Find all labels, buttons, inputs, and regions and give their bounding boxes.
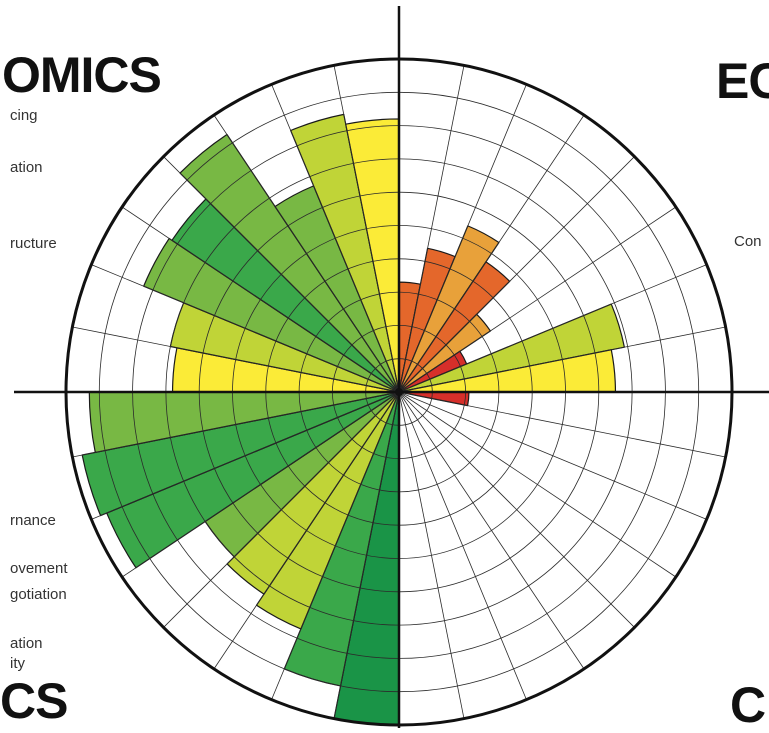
grid-spoke-2 [398,65,465,393]
grid-spoke-16 [398,391,465,719]
left-label-rnance: rnance [10,512,56,529]
left-label-ity: ity [10,655,25,672]
grid-spoke-3 [398,84,527,393]
title-fragment-bottom-left: CS [0,673,68,729]
grid-spoke-32 [333,65,400,393]
grid-spoke-24 [72,391,400,458]
title-fragment-bottom-right: C [730,677,766,733]
right-label-con: Con [734,233,762,250]
grid-spoke-10 [398,391,726,458]
grid-spoke-14 [398,391,585,670]
grid-spoke-18 [333,391,400,719]
grid-spoke-31 [271,84,400,393]
title-fragment-top-left: OMICS [2,47,162,103]
left-label-ation-upper: ation [10,159,43,176]
grid-spoke-15 [398,391,527,700]
left-label-ructure: ructure [10,235,57,252]
grid-spoke-22 [121,391,400,578]
grid-spoke-6 [398,206,677,393]
grid-spoke-30 [213,114,400,393]
grid-spoke-19 [271,391,400,700]
grid-spoke-28 [121,206,400,393]
title-fragment-top-right: EC [716,53,769,109]
grid-spoke-20 [213,391,400,670]
grid-spoke-8 [398,326,726,393]
grid-spoke-13 [398,391,635,628]
grid-spoke-7 [398,264,707,393]
grid-spoke-26 [72,326,400,393]
left-label-cing: cing [10,107,38,124]
grid-spoke-21 [163,391,400,628]
center-hub [395,388,403,396]
left-label-ovement: ovement [10,560,68,577]
grid-spoke-23 [91,391,400,520]
grid-spoke-5 [398,156,635,393]
grid-spoke-11 [398,391,707,520]
grid-spoke-27 [91,264,400,393]
left-label-gotiation: gotiation [10,586,67,603]
grid-spoke-12 [398,391,677,578]
left-label-ation-lower: ation [10,635,43,652]
grid-spoke-4 [398,114,585,393]
grid-spoke-29 [163,156,400,393]
